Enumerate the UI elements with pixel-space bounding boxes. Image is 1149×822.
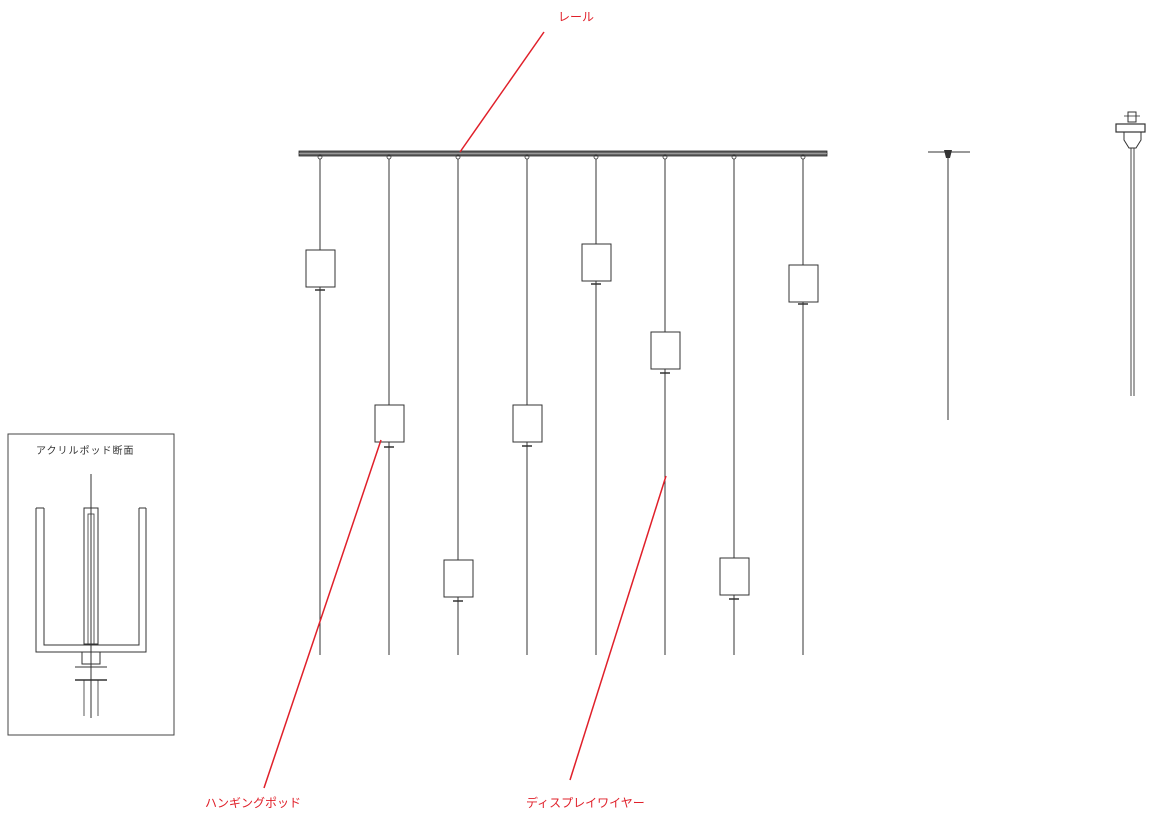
wire-5 (581, 154, 612, 655)
side-view-wire (928, 150, 970, 420)
hanging-pod (581, 243, 612, 282)
rail (298, 150, 828, 157)
hanging-pod (305, 249, 336, 288)
hanging-pod (443, 559, 474, 598)
hanging-pod (650, 331, 681, 370)
rail-clip-detail (1115, 111, 1146, 396)
wire-1 (305, 154, 336, 655)
wire-4 (512, 154, 543, 655)
hanging-pod (374, 404, 405, 443)
callout-leaders (263, 31, 667, 789)
wire-6 (650, 154, 681, 655)
acrylic-pod-section-inset (7, 433, 175, 736)
wire-2 (374, 154, 405, 655)
hanging-pod (788, 264, 819, 303)
wire-8 (788, 154, 819, 655)
rail-label: レール (558, 10, 595, 24)
inset-title: アクリルポッド断面 (36, 446, 135, 457)
wire-7 (719, 154, 750, 655)
display-wire-label: ディスプレイワイヤー (526, 796, 645, 810)
hanging-pod (512, 404, 543, 443)
hanging-pod (719, 557, 750, 596)
wire-3 (443, 154, 474, 655)
hanging-pod-label: ハンギングポッド (205, 796, 302, 810)
